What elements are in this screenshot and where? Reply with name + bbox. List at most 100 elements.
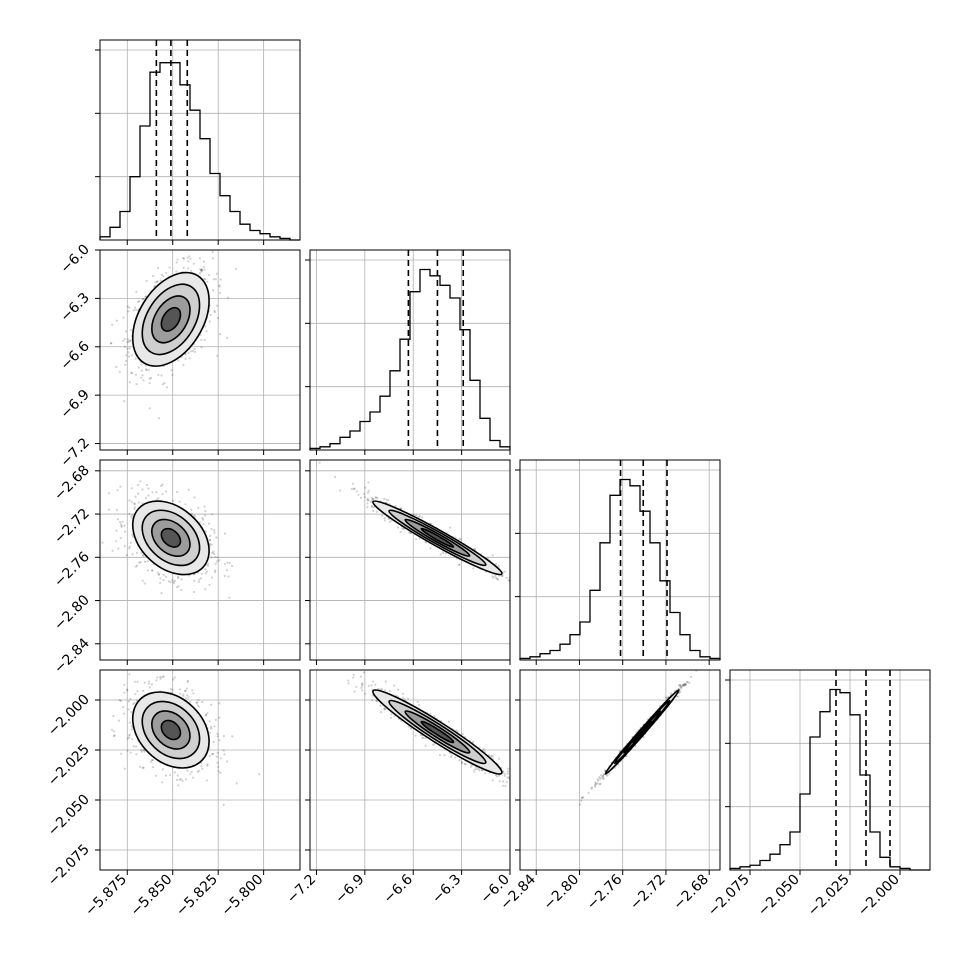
scatter-point xyxy=(421,736,424,739)
scatter-point xyxy=(190,770,193,774)
scatter-point xyxy=(120,524,123,527)
scatter-point xyxy=(190,269,193,272)
scatter-point xyxy=(213,311,216,314)
scatter-point xyxy=(515,593,517,595)
scatter-point xyxy=(145,369,148,372)
scatter-point xyxy=(473,548,476,551)
scatter-point xyxy=(507,579,510,582)
scatter-point xyxy=(420,734,423,737)
scatter-point xyxy=(148,686,151,689)
scatter-point xyxy=(353,487,356,490)
scatter-point xyxy=(458,759,461,762)
scatter-point xyxy=(218,716,221,719)
scatter-point xyxy=(180,578,183,581)
scatter-point xyxy=(372,680,375,683)
scatter-point xyxy=(492,576,495,579)
scatter-point xyxy=(222,803,225,807)
panel-content xyxy=(100,250,238,420)
scatter-point xyxy=(126,689,129,692)
scatter-point xyxy=(375,496,378,499)
scatter-point xyxy=(456,730,459,733)
scatter-point xyxy=(379,711,383,714)
scatter-point xyxy=(593,784,596,787)
panel-frame xyxy=(729,669,931,871)
scatter-point xyxy=(210,703,213,706)
scatter-point xyxy=(130,372,133,375)
scatter-point xyxy=(136,680,139,684)
scatter-point xyxy=(450,754,453,757)
scatter-point xyxy=(196,704,199,707)
scatter-point xyxy=(123,530,127,533)
scatter-point xyxy=(192,692,195,695)
scatter-point xyxy=(199,272,202,275)
scatter-point xyxy=(507,767,510,770)
scatter-point xyxy=(112,735,116,738)
scatter-point xyxy=(125,354,128,357)
scatter-point xyxy=(380,687,384,691)
scatter-point xyxy=(204,588,207,591)
scatter-point xyxy=(124,363,127,366)
scatter-point xyxy=(581,796,584,800)
scatter-point xyxy=(118,699,121,702)
scatter-point xyxy=(203,505,206,508)
scatter-point xyxy=(188,255,191,258)
scatter-point xyxy=(442,552,445,555)
scatter-point xyxy=(215,272,218,275)
scatter-point xyxy=(384,680,387,683)
scatter-point xyxy=(361,683,364,686)
scatter-point xyxy=(145,483,148,487)
scatter-point xyxy=(196,770,199,774)
scatter-point xyxy=(212,552,216,556)
scatter-point xyxy=(143,681,146,684)
scatter-point xyxy=(225,569,228,572)
scatter-point xyxy=(133,701,136,704)
density-level xyxy=(421,528,454,548)
scatter-point xyxy=(119,485,122,488)
scatter-point xyxy=(158,573,161,576)
scatter-point xyxy=(211,752,214,756)
scatter-point xyxy=(197,506,200,509)
scatter-point xyxy=(101,541,104,544)
scatter-point xyxy=(178,778,181,781)
scatter-point xyxy=(150,683,153,686)
scatter-point xyxy=(370,496,373,499)
scatter-point xyxy=(193,515,196,518)
scatter-point xyxy=(179,692,182,695)
scatter-point xyxy=(126,338,130,341)
scatter-point xyxy=(201,767,204,770)
scatter-point xyxy=(155,774,158,777)
scatter-point xyxy=(424,737,427,740)
scatter-point xyxy=(204,325,207,328)
scatter-point xyxy=(182,695,185,698)
scatter-point xyxy=(193,347,196,350)
scatter-point xyxy=(496,578,499,581)
scatter-point xyxy=(141,766,145,770)
scatter-point xyxy=(159,581,162,584)
scatter-point xyxy=(171,688,174,692)
scatter-point xyxy=(370,499,373,502)
contour-line xyxy=(131,271,210,367)
scatter-point xyxy=(417,704,420,707)
scatter-point xyxy=(161,662,163,664)
scatter-point xyxy=(171,373,174,376)
scatter-point xyxy=(403,698,406,701)
scatter-point xyxy=(122,339,125,342)
histogram-steps xyxy=(309,268,511,450)
scatter-point xyxy=(214,555,217,558)
scatter-point xyxy=(156,571,159,574)
scatter-panel-2-1 xyxy=(305,459,517,665)
contour-line xyxy=(388,509,487,567)
scatter-point xyxy=(216,751,219,755)
scatter-point xyxy=(209,725,212,729)
scatter-point xyxy=(159,279,162,282)
scatter-point xyxy=(113,734,116,737)
scatter-point xyxy=(130,371,133,374)
scatter-point xyxy=(147,680,150,683)
scatter-point xyxy=(162,573,165,577)
scatter-point xyxy=(210,556,213,559)
scatter-point xyxy=(147,368,150,371)
scatter-point xyxy=(351,482,354,485)
scatter-point xyxy=(148,407,151,410)
scatter-point xyxy=(387,499,390,502)
scatter-point xyxy=(414,734,417,737)
